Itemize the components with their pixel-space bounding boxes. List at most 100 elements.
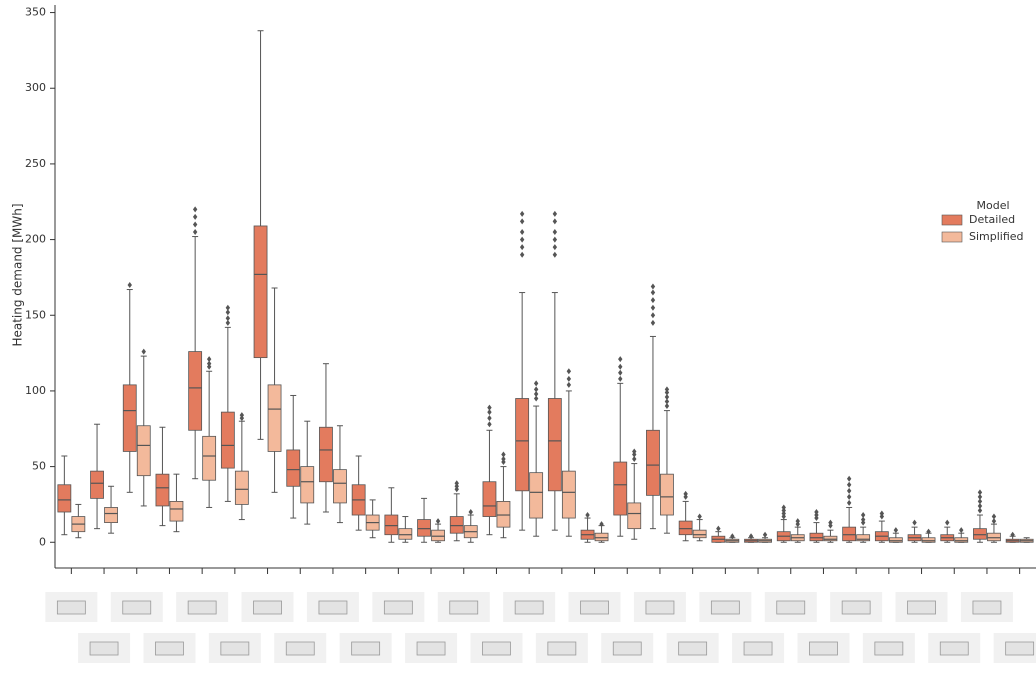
outlier [501,451,505,457]
box [221,412,234,468]
building-shape [450,601,478,614]
outlier [553,244,557,250]
box [679,521,692,535]
building-shape [384,601,412,614]
outlier [553,218,557,224]
outlier [796,518,800,524]
outlier [697,514,701,520]
building-shape [581,601,609,614]
outlier [193,214,197,220]
building-shape [482,642,510,655]
outlier [534,386,538,392]
outlier [520,252,524,258]
outlier [553,211,557,217]
legend-label: Simplified [969,230,1024,243]
building-shape [1006,642,1034,655]
box [333,470,346,503]
building-shape [57,601,85,614]
outlier [749,533,753,539]
outlier [992,514,996,520]
outlier [847,482,851,488]
outlier [651,284,655,290]
box [287,450,300,486]
building-shape [221,642,249,655]
outlier [193,221,197,227]
outlier [226,305,230,311]
box [516,398,529,490]
box [810,533,823,541]
box [973,529,986,540]
legend-swatch [942,215,962,225]
box [432,530,445,541]
outlier [651,290,655,296]
outlier [763,532,767,538]
box [660,474,673,515]
box [857,535,870,541]
building-shape [875,642,903,655]
box [955,538,968,543]
outlier [469,509,473,515]
building-shape [155,642,183,655]
box [385,515,398,535]
outlier [618,356,622,362]
outlier [651,305,655,311]
outlier [585,512,589,518]
outlier [828,520,832,526]
outlier [651,320,655,326]
chart: Heating demand [MWh] Model 0501001502002… [0,0,1036,673]
box [548,398,561,490]
outlier [861,512,865,518]
outlier [618,376,622,382]
y-tick-label: 350 [25,6,46,19]
outlier [618,370,622,376]
outlier [665,386,669,392]
outlier [226,315,230,321]
outlier [553,229,557,235]
box [614,462,627,515]
building-shape [613,642,641,655]
box [301,467,314,503]
box [824,536,837,541]
outlier [847,488,851,494]
box [123,385,136,452]
box [418,520,431,537]
outlier [520,244,524,250]
box [646,430,659,495]
building-shape [646,601,674,614]
y-tick-label: 250 [25,157,46,170]
box [58,485,71,512]
outlier [926,529,930,535]
outlier [880,511,884,517]
building-shape [515,601,543,614]
outlier [128,282,132,288]
building-shape [711,601,739,614]
building-shape [777,601,805,614]
building-shape [417,642,445,655]
outlier [193,229,197,235]
outlier [730,533,734,539]
legend-title: Model [976,199,1009,212]
outlier [436,518,440,524]
box [203,436,216,480]
building-shape [319,601,347,614]
outlier [651,297,655,303]
box [189,352,202,431]
box [235,471,248,504]
box [843,527,856,541]
box [254,226,267,358]
outlier [912,520,916,526]
building-shape [940,642,968,655]
y-tick-label: 0 [39,535,46,548]
y-tick-label: 100 [25,384,46,397]
y-tick-label: 200 [25,233,46,246]
building-shape [679,642,707,655]
box [889,538,902,543]
building-shape [744,642,772,655]
box [319,427,332,481]
outlier [814,509,818,515]
outlier [567,376,571,382]
box [156,474,169,506]
outlier [520,211,524,217]
outlier [487,415,491,421]
box [530,473,543,518]
